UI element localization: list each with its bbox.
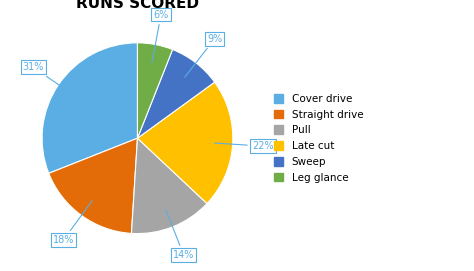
Wedge shape xyxy=(49,138,137,233)
Wedge shape xyxy=(137,82,233,204)
Title: RUNS SCORED: RUNS SCORED xyxy=(76,0,199,11)
Text: 6%: 6% xyxy=(152,9,169,62)
Text: 9%: 9% xyxy=(185,34,222,77)
Wedge shape xyxy=(131,138,207,234)
Text: 31%: 31% xyxy=(23,62,73,95)
Legend: Cover drive, Straight drive, Pull, Late cut, Sweep, Leg glance: Cover drive, Straight drive, Pull, Late … xyxy=(274,94,363,183)
Text: 22%: 22% xyxy=(215,141,274,151)
Wedge shape xyxy=(42,43,137,173)
Text: 14%: 14% xyxy=(166,210,194,260)
Wedge shape xyxy=(137,50,215,138)
Wedge shape xyxy=(137,43,173,138)
Text: 18%: 18% xyxy=(53,201,92,245)
